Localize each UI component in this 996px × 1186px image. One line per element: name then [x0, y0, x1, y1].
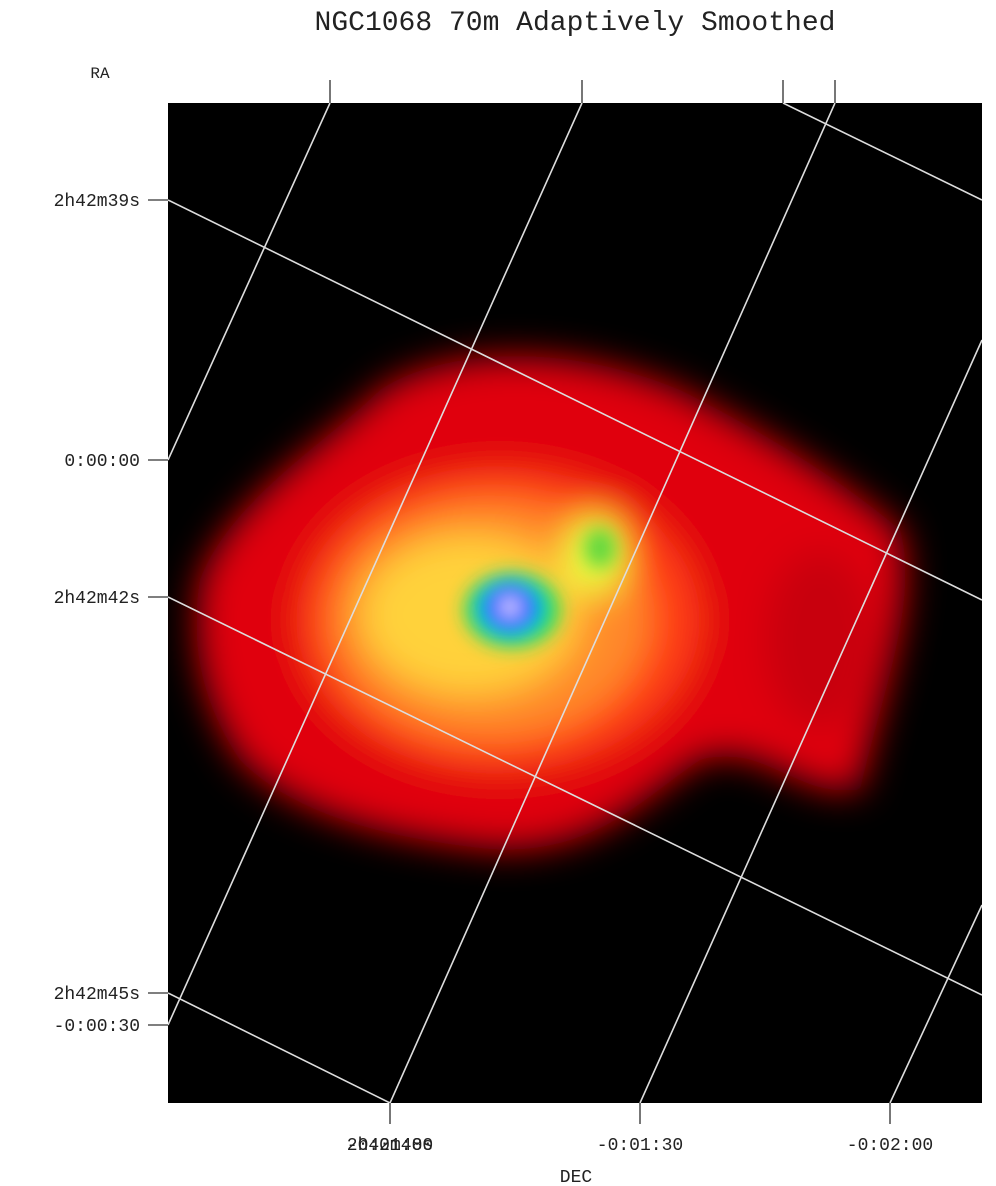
- title: NGC1068 70m Adaptively Smoothed: [315, 8, 836, 39]
- dec-label: DEC: [560, 1168, 593, 1186]
- bottom-labels: 2h42m48s -0:01:00 -0:01:30 -0:02:00: [347, 1136, 933, 1156]
- bottom-label: -0:01:30: [597, 1136, 683, 1156]
- dec-grid-line: [639, 339, 982, 1103]
- bottom-label: -0:02:00: [847, 1136, 933, 1156]
- ra-label: RA: [90, 65, 110, 83]
- dec-grid-line: [168, 103, 583, 1026]
- left-labels: 2h42m39s 0:00:00 2h42m42s 2h42m45s -0:00…: [54, 192, 140, 1037]
- dec-grid-line: [389, 103, 836, 1103]
- ra-grid-line: [782, 103, 982, 201]
- left-label: 0:00:00: [64, 452, 140, 472]
- heatmap: [196, 356, 906, 850]
- left-label: 2h42m45s: [54, 985, 140, 1005]
- dec-grid-line: [168, 103, 331, 461]
- bottom-label: 2h42m48s: [347, 1136, 433, 1156]
- ra-grid-line: [168, 992, 391, 1103]
- dec-grid-line: [889, 904, 982, 1103]
- left-label: -0:00:30: [54, 1017, 140, 1037]
- left-label: 2h42m39s: [54, 192, 140, 212]
- bottom-label: -0:01:00: [347, 1136, 433, 1156]
- ra-grid-line: [168, 199, 982, 601]
- coordinate-grid: [168, 103, 982, 1103]
- ticks: [148, 80, 891, 1124]
- ra-grid-line: [168, 596, 982, 996]
- left-label: 2h42m42s: [54, 589, 140, 609]
